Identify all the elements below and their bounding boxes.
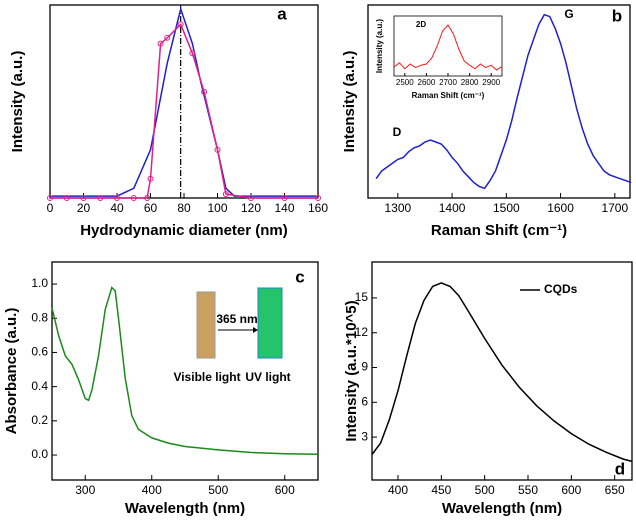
plot-frame xyxy=(51,261,319,481)
uv-vial xyxy=(257,287,283,359)
series-line xyxy=(51,286,319,455)
x-tick-label: 40 xyxy=(110,201,124,215)
x-tick-label: 500 xyxy=(475,483,495,497)
data-point xyxy=(147,175,154,182)
data-point xyxy=(281,195,288,201)
x-tick-label: 100 xyxy=(207,201,227,215)
annotation: 365 nm xyxy=(216,312,257,326)
data-point xyxy=(114,195,120,201)
x-tick-label: 1300 xyxy=(384,201,411,215)
x-axis-label: Wavelength (nm) xyxy=(125,500,245,517)
panel-label: b xyxy=(612,6,622,25)
y-axis-label: Absorbance (a.u.) xyxy=(3,308,20,435)
data-point xyxy=(222,191,229,198)
y-tick-label: 12 xyxy=(355,325,369,339)
data-point xyxy=(164,34,171,41)
x-tick-label: 300 xyxy=(75,483,95,497)
y-tick-label: 0.4 xyxy=(31,379,48,393)
vial-images xyxy=(196,287,283,359)
x-tick-label: 600 xyxy=(561,483,581,497)
x-tick-label: 120 xyxy=(241,201,261,215)
x-tick-label: 2600 xyxy=(418,78,436,87)
x-tick-label: 1500 xyxy=(493,201,520,215)
x-tick-label: 80 xyxy=(177,201,191,215)
x-tick-label: 2800 xyxy=(461,78,479,87)
panel-label: d xyxy=(615,459,625,478)
x-tick-label: 160 xyxy=(308,201,328,215)
annotation: UV light xyxy=(245,370,290,384)
data-point xyxy=(97,195,104,201)
data-point xyxy=(144,195,151,201)
arrow-head xyxy=(253,327,258,333)
x-tick-label: 450 xyxy=(431,483,451,497)
x-tick-label: 550 xyxy=(518,483,538,497)
visible-vial xyxy=(196,291,216,359)
y-tick-label: 0.0 xyxy=(31,447,48,461)
x-axis-label: Wavelength (nm) xyxy=(442,500,562,517)
annotation: Visible light xyxy=(173,370,240,384)
y-tick-label: 3 xyxy=(361,429,368,443)
y-tick-label: 6 xyxy=(361,394,368,408)
data-point xyxy=(214,146,221,153)
x-axis-label: Raman Shift (cm⁻¹) xyxy=(431,222,567,239)
x-tick-label: 500 xyxy=(208,483,228,497)
data-point xyxy=(157,40,164,47)
x-axis-label: Raman Shift (cm⁻¹) xyxy=(412,91,485,100)
series-line xyxy=(50,6,318,197)
x-tick-label: 20 xyxy=(77,201,91,215)
data-point xyxy=(47,195,53,201)
x-axis-label: Hydrodynamic diameter (nm) xyxy=(80,222,288,239)
x-tick-label: 400 xyxy=(142,483,162,497)
x-tick-label: 140 xyxy=(274,201,294,215)
x-tick-label: 1400 xyxy=(439,201,466,215)
x-tick-label: 400 xyxy=(388,483,408,497)
x-tick-label: 2700 xyxy=(439,78,457,87)
y-axis-label: Intensity (a.u.) xyxy=(341,51,358,153)
data-point xyxy=(63,195,70,201)
data-point xyxy=(177,21,184,28)
data-point xyxy=(189,50,196,57)
series-line xyxy=(375,13,632,190)
plot-frame xyxy=(371,261,633,481)
x-tick-label: 1600 xyxy=(547,201,574,215)
panel-label: c xyxy=(295,267,304,286)
x-tick-label: 600 xyxy=(275,483,295,497)
y-tick-label: 9 xyxy=(361,360,368,374)
legend-label: CQDs xyxy=(544,282,578,296)
y-tick-label: 0.8 xyxy=(31,310,48,324)
data-point xyxy=(201,88,208,95)
y-axis-label: Intensity (a.u.*10^5) xyxy=(343,300,360,441)
data-point xyxy=(80,195,87,201)
data-point xyxy=(248,195,254,201)
x-tick-label: 60 xyxy=(144,201,158,215)
x-tick-label: 0 xyxy=(47,201,54,215)
panel-label: a xyxy=(277,4,287,23)
annotation: G xyxy=(564,7,573,21)
series-line xyxy=(393,24,503,71)
data-point xyxy=(315,195,321,201)
y-tick-label: 0.2 xyxy=(31,413,48,427)
y-tick-label: 15 xyxy=(355,290,369,304)
x-tick-label: 2500 xyxy=(396,78,414,87)
y-axis-label: Intensity (a.u.) xyxy=(375,19,384,74)
plot-frame xyxy=(367,4,631,199)
y-tick-label: 0.6 xyxy=(31,345,48,359)
x-tick-label: 2900 xyxy=(482,78,500,87)
x-tick-label: 650 xyxy=(605,483,625,497)
annotation: D xyxy=(393,125,402,139)
x-tick-label: 1700 xyxy=(601,201,628,215)
annotation: 2D xyxy=(416,20,426,29)
y-tick-label: 1.0 xyxy=(31,276,48,290)
data-point xyxy=(130,195,137,201)
series-line xyxy=(371,282,633,463)
y-axis-label: Intensity (a.u.) xyxy=(9,51,26,153)
series-line xyxy=(50,22,318,199)
